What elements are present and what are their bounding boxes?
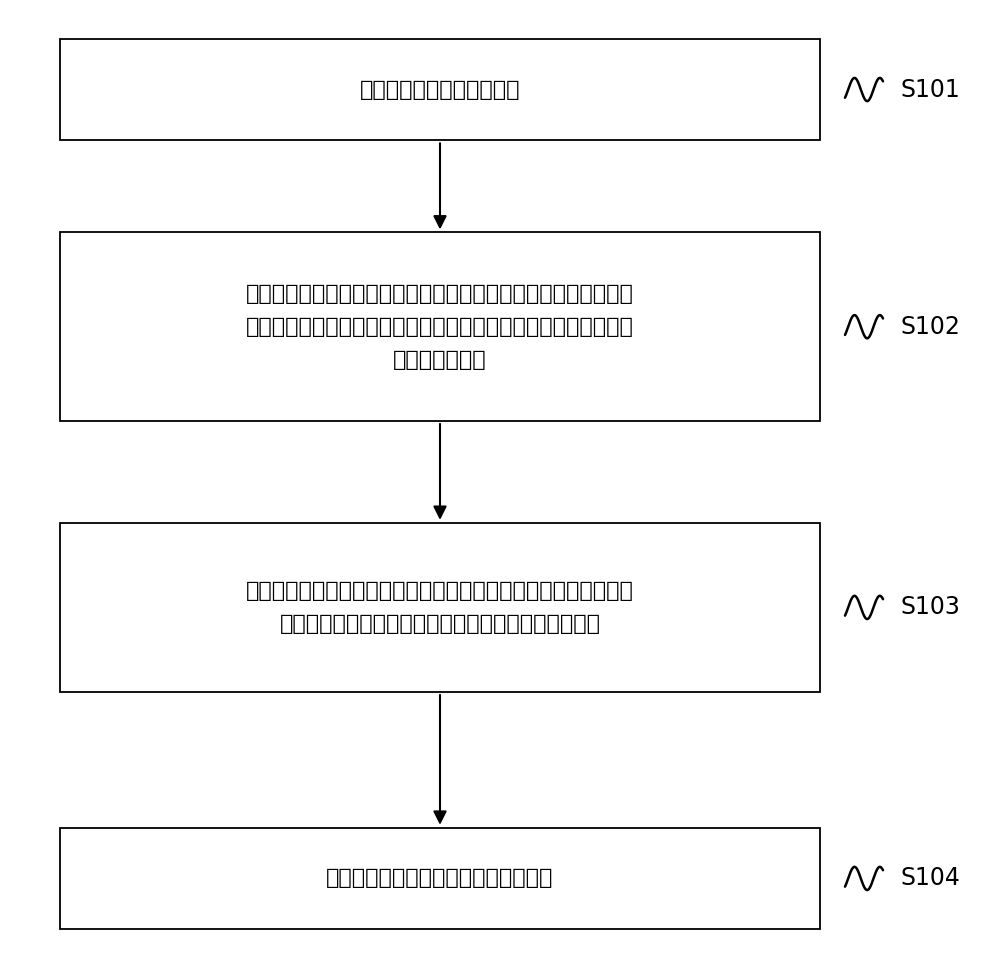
Text: S102: S102: [900, 315, 960, 339]
Text: 根据断油补偿转速控制车辆的降挡节点: 根据断油补偿转速控制车辆的降挡节点: [326, 868, 554, 889]
Text: S104: S104: [900, 866, 960, 891]
Bar: [60, 39, 820, 140]
Bar: [60, 232, 820, 421]
Text: S101: S101: [900, 77, 960, 102]
Text: S103: S103: [900, 595, 960, 620]
Text: 若判断车辆满足设定条件，获取发动机的断油补偿转速；其中，断
油补偿转速大于设定条件下对应的发动机恢复供油转速: 若判断车辆满足设定条件，获取发动机的断油补偿转速；其中，断 油补偿转速大于设定条…: [246, 581, 634, 634]
Bar: [60, 523, 820, 692]
Text: 若判断车辆发动机处于断油状态，检测车辆是否满足设定条件；其
中，车辆满足设定条件包括车辆的空调打开、车辆行驶于高原环境
或者车辆急刹车: 若判断车辆发动机处于断油状态，检测车辆是否满足设定条件；其 中，车辆满足设定条件…: [246, 284, 634, 370]
Bar: [60, 828, 820, 929]
Text: 检测车辆发动机的供油状态: 检测车辆发动机的供油状态: [360, 79, 520, 100]
